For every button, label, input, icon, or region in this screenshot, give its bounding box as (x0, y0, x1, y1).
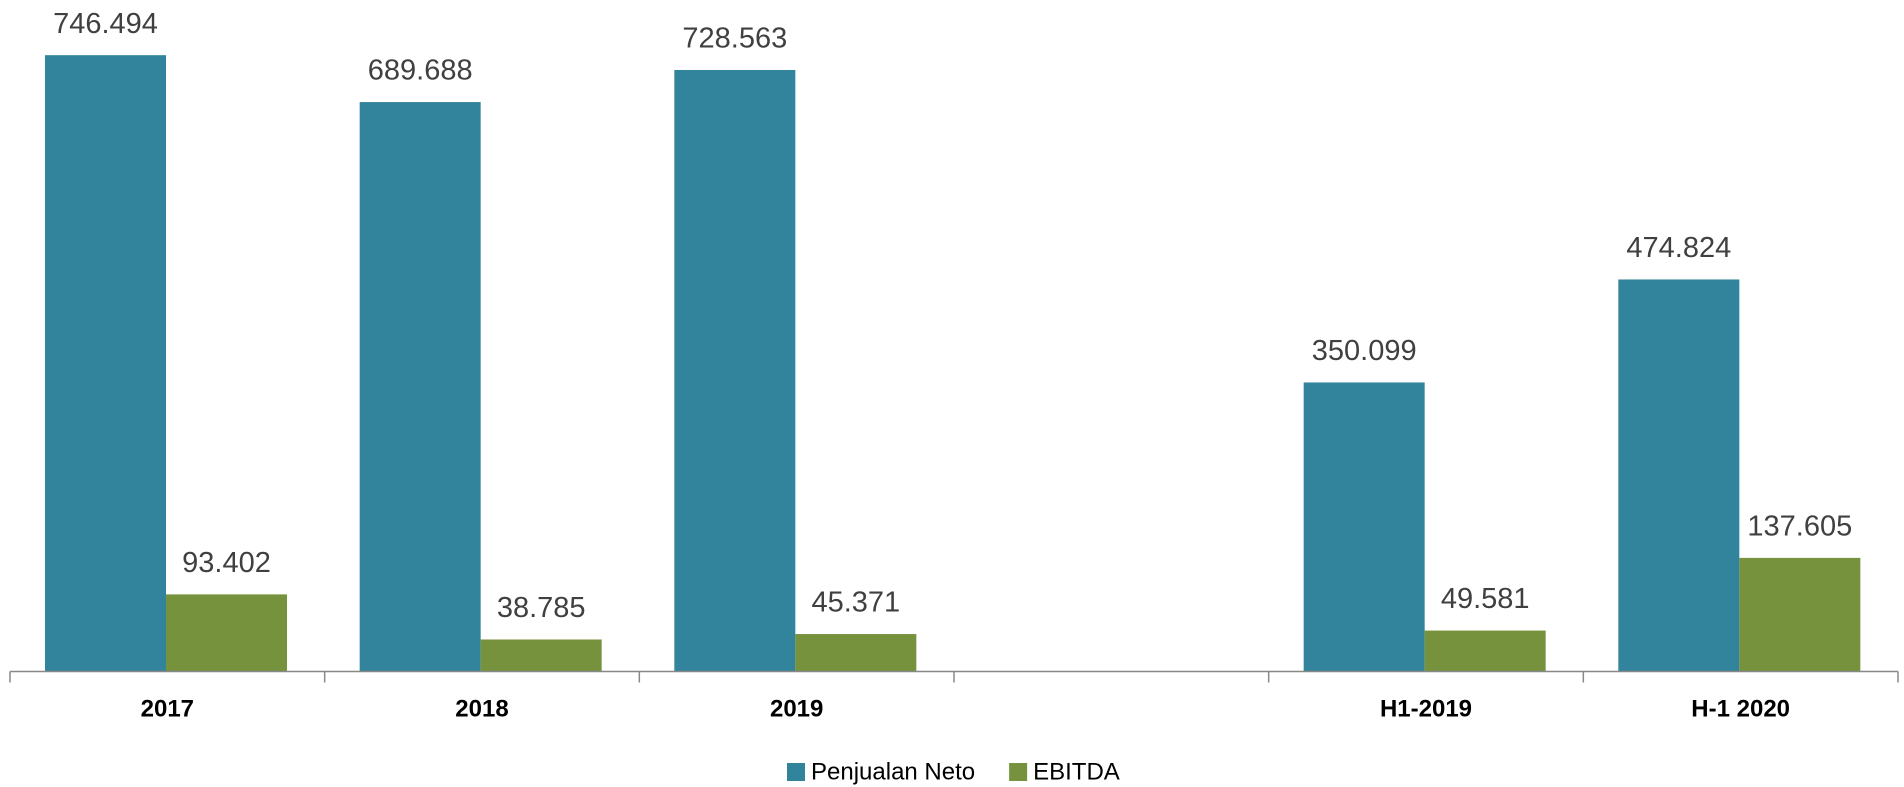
bar (1739, 557, 1861, 672)
data-label: 45.371 (811, 587, 900, 619)
data-label: 93.402 (182, 547, 271, 579)
legend-swatch (787, 763, 805, 781)
data-label: 38.785 (497, 592, 586, 624)
bar (1618, 279, 1740, 672)
legend-swatch (1009, 763, 1028, 781)
legend-label: Penjualan Neto (811, 758, 975, 785)
bar (45, 55, 166, 672)
bar (166, 594, 287, 672)
data-label: 474.824 (1626, 232, 1731, 264)
bar (795, 634, 917, 672)
x-tick-label: 2018 (455, 695, 508, 722)
x-tick-label: 2017 (141, 695, 194, 722)
x-tick-label: 2019 (770, 695, 823, 722)
x-tick-label: H1-2019 (1380, 695, 1472, 722)
bar (1424, 630, 1546, 672)
data-label: 350.099 (1312, 335, 1417, 367)
bar (674, 69, 796, 672)
data-label: 689.688 (368, 55, 473, 87)
data-label: 137.605 (1747, 511, 1852, 543)
bar (1303, 382, 1425, 672)
x-tick-label: H-1 2020 (1691, 695, 1790, 722)
bar (480, 639, 602, 672)
bar (359, 102, 481, 672)
legend-label: EBITDA (1033, 758, 1120, 785)
data-label: 728.563 (682, 23, 787, 55)
data-label: 746.494 (53, 8, 158, 40)
data-label: 49.581 (1441, 583, 1530, 615)
